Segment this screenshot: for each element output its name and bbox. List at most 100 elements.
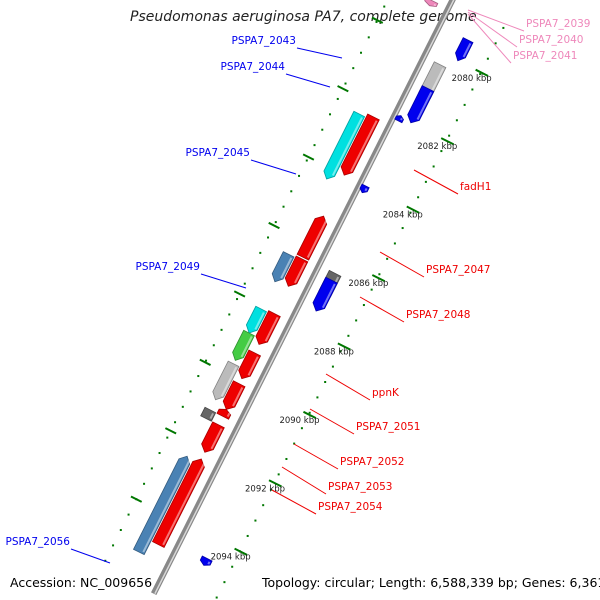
feature-track[interactable] [132,0,474,566]
gene-arrow-shine [400,117,403,121]
gene-label[interactable]: PSPA7_2039 [526,18,591,30]
gene-arrow[interactable] [216,408,232,420]
position-dot [448,134,451,137]
gene-arrow[interactable] [132,455,191,556]
gene-arrow[interactable] [394,115,404,124]
gene-feature[interactable] [200,406,217,422]
gene-feature[interactable] [216,408,232,420]
gene-arrow-shine [226,412,231,418]
position-dot [158,452,161,455]
gene-label[interactable]: PSPA7_2043 [232,35,297,47]
position-dot [331,365,334,368]
gene-feature[interactable] [296,215,328,261]
gene-feature[interactable] [359,183,370,194]
gene-arrow[interactable] [232,329,255,361]
tick-mark [302,410,317,419]
gene-feature[interactable] [245,305,268,334]
gene-feature[interactable] [222,380,246,410]
gene-arrow[interactable] [455,37,474,62]
gene-label[interactable]: fadH1 [460,181,491,193]
gene-arrow[interactable] [245,305,268,334]
gene-feature[interactable] [424,0,439,8]
position-dot [246,534,249,537]
gene-arrow[interactable] [271,251,295,283]
gene-arrow[interactable] [284,255,309,287]
gene-arrow-shine [220,366,238,397]
map-title: Pseudomonas aeruginosa PA7, complete gen… [130,9,477,25]
gene-labels[interactable]: PSPA7_2039 PSPA7_2040 PSPA7_2041 PSPA7_2043… [6,18,591,548]
gene-arrow-shine [210,428,223,450]
position-dot [344,82,347,85]
gene-feature[interactable] [312,276,338,312]
gene-feature[interactable] [394,115,404,124]
gene-arrow[interactable] [238,349,262,380]
position-dot [502,26,505,29]
gene-arrow-shine [209,413,214,420]
label-leader [285,73,331,88]
gene-feature[interactable] [284,255,309,287]
gene-arrow[interactable] [200,406,217,422]
gene-label[interactable]: PSPA7_2040 [519,34,584,46]
gene-feature[interactable] [407,85,435,124]
gene-label[interactable]: PSPA7_2054 [318,501,383,513]
gene-arrow[interactable] [222,380,246,410]
label-leader [379,251,425,278]
position-dot [471,88,474,91]
gene-arrow[interactable] [312,276,338,312]
gene-feature[interactable] [255,310,281,345]
position-dot [378,273,381,276]
gene-arrow[interactable] [340,113,380,176]
position-dot [104,559,107,562]
gene-feature[interactable] [201,421,225,453]
gene-arrow-shine [247,356,259,376]
gene-arrow[interactable] [424,0,439,8]
gene-label[interactable]: PSPA7_2045 [186,147,251,159]
gene-label[interactable]: PSPA7_2051 [356,421,421,433]
gene-arrow[interactable] [359,183,370,194]
gene-label[interactable]: PSPA7_2049 [136,261,201,273]
label-leader [467,9,525,32]
gene-arrow[interactable] [212,360,240,401]
tick-mark-inner [233,290,246,298]
tick-label: 2084 kbp [383,211,423,221]
gene-arrow[interactable] [296,215,328,261]
gene-label[interactable]: PSPA7_2047 [426,264,491,276]
gene-feature[interactable] [232,329,255,361]
gene-feature[interactable] [340,113,380,176]
gene-feature[interactable] [212,360,240,401]
gene-arrow[interactable] [151,458,205,549]
tick-mark-inner [130,495,143,503]
tick-mark [371,274,386,283]
position-dot [347,334,350,337]
gene-arrow-shine [280,257,293,279]
position-dot [293,442,296,445]
gene-arrow[interactable] [407,85,435,124]
gene-label[interactable]: PSPA7_2052 [340,456,405,468]
gene-label[interactable]: ppnK [372,387,400,399]
gene-feature[interactable] [455,37,474,62]
gene-feature[interactable] [151,458,206,549]
gene-feature[interactable] [271,251,295,283]
gene-label[interactable]: PSPA7_2053 [328,481,393,493]
gene-feature[interactable] [238,349,262,380]
tick-label: 2090 kbp [279,416,319,426]
gene-arrow[interactable] [201,421,225,453]
gene-feature[interactable] [132,455,191,556]
gene-arrow[interactable] [255,310,281,345]
gene-feature[interactable] [323,110,366,180]
gene-label[interactable]: PSPA7_2044 [221,61,286,73]
gene-label[interactable]: PSPA7_2048 [406,309,471,321]
tick-marks: 2080 kbp 2082 kbp 2084 kbp 2086 kbp 2088 kbp… [130,16,492,563]
gene-label[interactable]: PSPA7_2041 [513,50,578,62]
gene-arrow[interactable] [323,110,366,180]
backbone-line [151,0,456,596]
gene-feature[interactable] [199,555,213,566]
position-dot [316,396,319,399]
tick-label: 2094 kbp [211,553,251,563]
gene-label[interactable]: PSPA7_2056 [6,536,71,548]
gene-arrow-shine [433,3,437,7]
position-dot [277,473,280,476]
gene-arrow[interactable] [199,555,213,566]
gene-arrow-shine [254,312,265,330]
